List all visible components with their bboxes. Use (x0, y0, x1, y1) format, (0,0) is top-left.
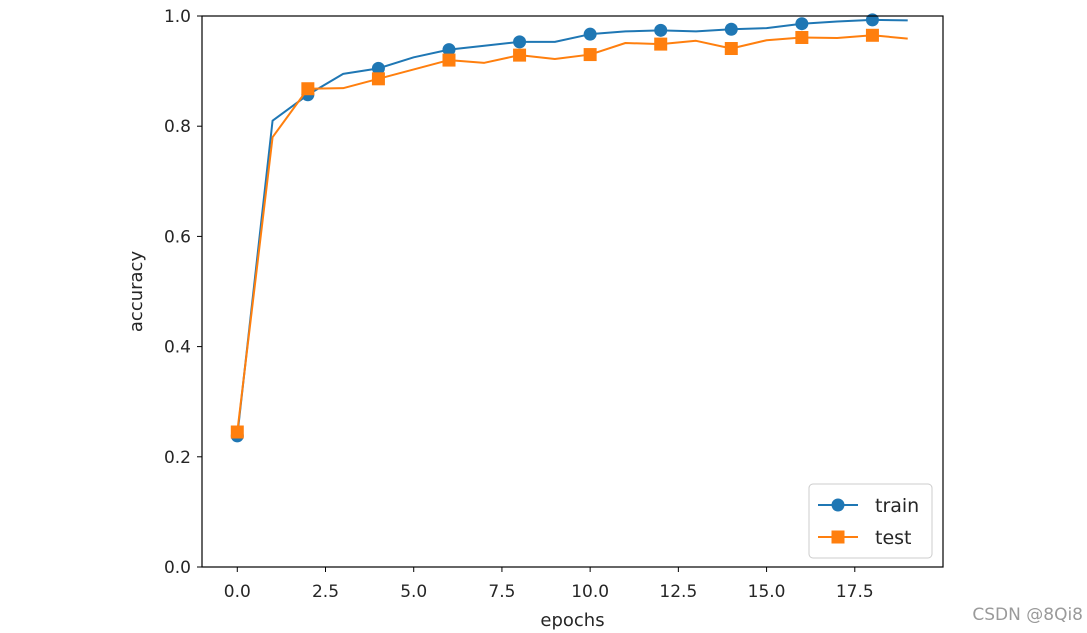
train-data-point (724, 22, 738, 36)
train-data-point (795, 17, 809, 31)
legend-marker-train (831, 498, 845, 512)
legend: train test (808, 483, 933, 559)
watermark-text: CSDN @8Qi8 (972, 605, 1083, 625)
train-data-point (865, 13, 879, 27)
test-data-point (724, 42, 738, 56)
legend-marker-test (831, 530, 845, 544)
series-line-train (236, 18, 908, 436)
y-tick-label: 0.6 (164, 227, 191, 247)
y-tick-label: 0.0 (164, 558, 191, 578)
y-axis: 0.0 0.2 0.4 0.6 0.8 1.0 (164, 7, 202, 578)
test-data-point (513, 48, 527, 62)
x-axis: 0.0 2.5 5.0 7.5 10.0 12.5 15.0 17.5 (224, 567, 874, 602)
series-layer (230, 13, 908, 443)
y-tick-label: 0.4 (164, 338, 191, 358)
y-tick-label: 1.0 (164, 7, 191, 27)
x-axis-title: epochs (540, 610, 604, 631)
train-data-point (442, 43, 456, 57)
test-data-point (230, 425, 244, 439)
test-data-point (654, 37, 668, 51)
train-data-point (513, 35, 527, 49)
x-tick-label: 2.5 (312, 582, 339, 602)
test-data-point (865, 28, 879, 42)
x-tick-label: 17.5 (836, 582, 874, 602)
x-tick-label: 12.5 (659, 582, 697, 602)
test-data-point (371, 72, 385, 86)
x-tick-label: 15.0 (748, 582, 786, 602)
test-data-point (301, 82, 315, 96)
plot-area-frame (201, 15, 944, 568)
y-tick-label: 0.2 (164, 448, 191, 468)
test-data-point (442, 53, 456, 67)
x-tick-label: 10.0 (571, 582, 609, 602)
x-tick-label: 5.0 (400, 582, 427, 602)
x-tick-label: 0.0 (224, 582, 251, 602)
series-line-test (236, 34, 908, 433)
train-data-point (654, 23, 668, 37)
legend-label-test: test (875, 527, 912, 549)
train-data-point (371, 61, 385, 75)
legend-label-train: train (875, 495, 919, 517)
y-axis-title: accuracy (126, 251, 147, 333)
y-tick-label: 0.8 (164, 117, 191, 137)
x-tick-label: 7.5 (488, 582, 515, 602)
train-data-point (583, 27, 597, 41)
test-data-point (583, 48, 597, 62)
test-data-point (795, 30, 809, 44)
